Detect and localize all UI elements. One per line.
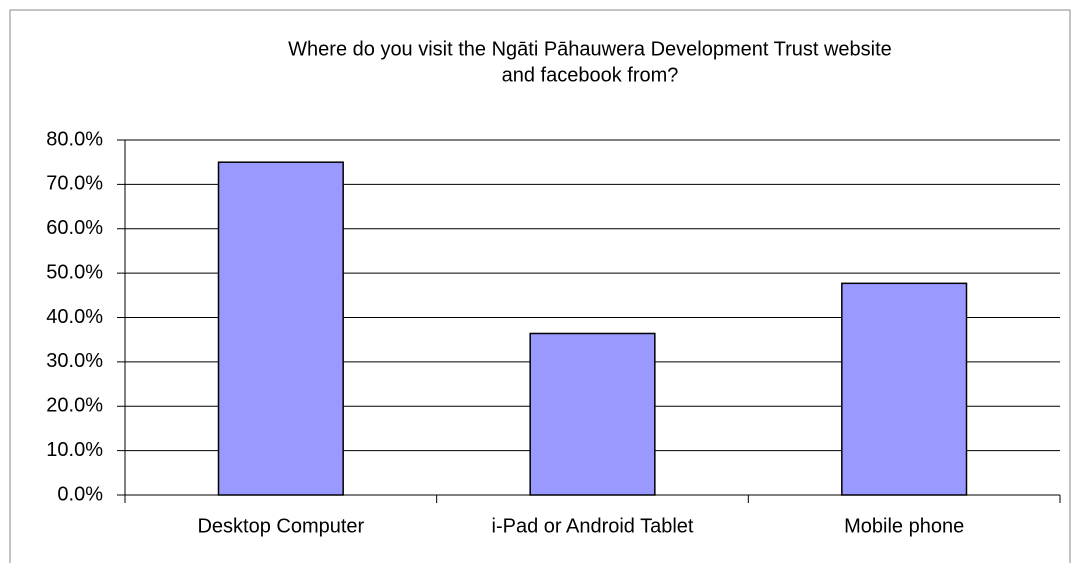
x-tick-label: i-Pad or Android Tablet (492, 515, 694, 537)
y-tick-label: 20.0% (46, 395, 103, 417)
y-tick-label: 40.0% (46, 306, 103, 328)
y-tick-label: 70.0% (46, 173, 103, 195)
y-tick-label: 50.0% (46, 261, 103, 283)
chart-title: Where do you visit the Ngāti Pāhauwera D… (288, 38, 892, 60)
bar (217, 161, 344, 496)
x-tick-label: Desktop Computer (197, 515, 364, 537)
y-tick-label: 0.0% (57, 483, 103, 505)
bar (841, 282, 968, 496)
y-tick-label: 10.0% (46, 439, 103, 461)
y-tick-label: 60.0% (46, 217, 103, 239)
chart-title: and facebook from? (502, 64, 679, 86)
y-tick-label: 30.0% (46, 350, 103, 372)
x-tick-label: Mobile phone (844, 515, 964, 537)
y-tick-label: 80.0% (46, 128, 103, 150)
bar (529, 332, 656, 496)
